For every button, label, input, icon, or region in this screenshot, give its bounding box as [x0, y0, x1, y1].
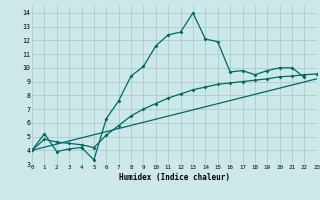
X-axis label: Humidex (Indice chaleur): Humidex (Indice chaleur) [119, 173, 230, 182]
